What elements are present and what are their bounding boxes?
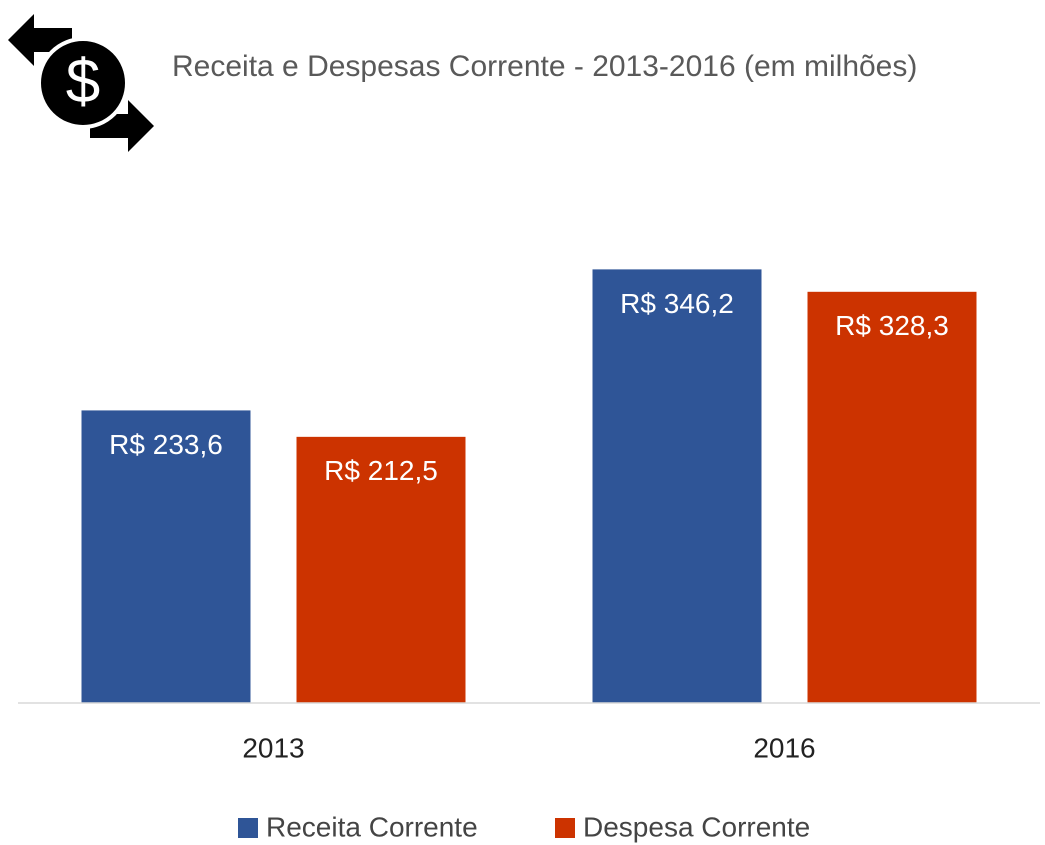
bar: [81, 410, 251, 703]
legend-label: Despesa Corrente: [583, 811, 810, 842]
bar: [592, 269, 762, 703]
svg-text:$: $: [66, 47, 100, 116]
legend-swatch: [555, 818, 575, 838]
data-label: R$ 346,2: [620, 288, 734, 319]
data-label: R$ 212,5: [324, 455, 438, 486]
x-tick-label: 2016: [753, 732, 815, 763]
x-tick-label: 2013: [242, 732, 304, 763]
legend-label: Receita Corrente: [266, 811, 478, 842]
legend-swatch: [238, 818, 258, 838]
bar: [296, 436, 466, 703]
money-icon: $: [8, 14, 154, 152]
data-label: R$ 328,3: [835, 310, 949, 341]
data-label: R$ 233,6: [109, 429, 223, 460]
chart-title: Receita e Despesas Corrente - 2013-2016 …: [172, 50, 917, 83]
bar: [807, 291, 977, 703]
